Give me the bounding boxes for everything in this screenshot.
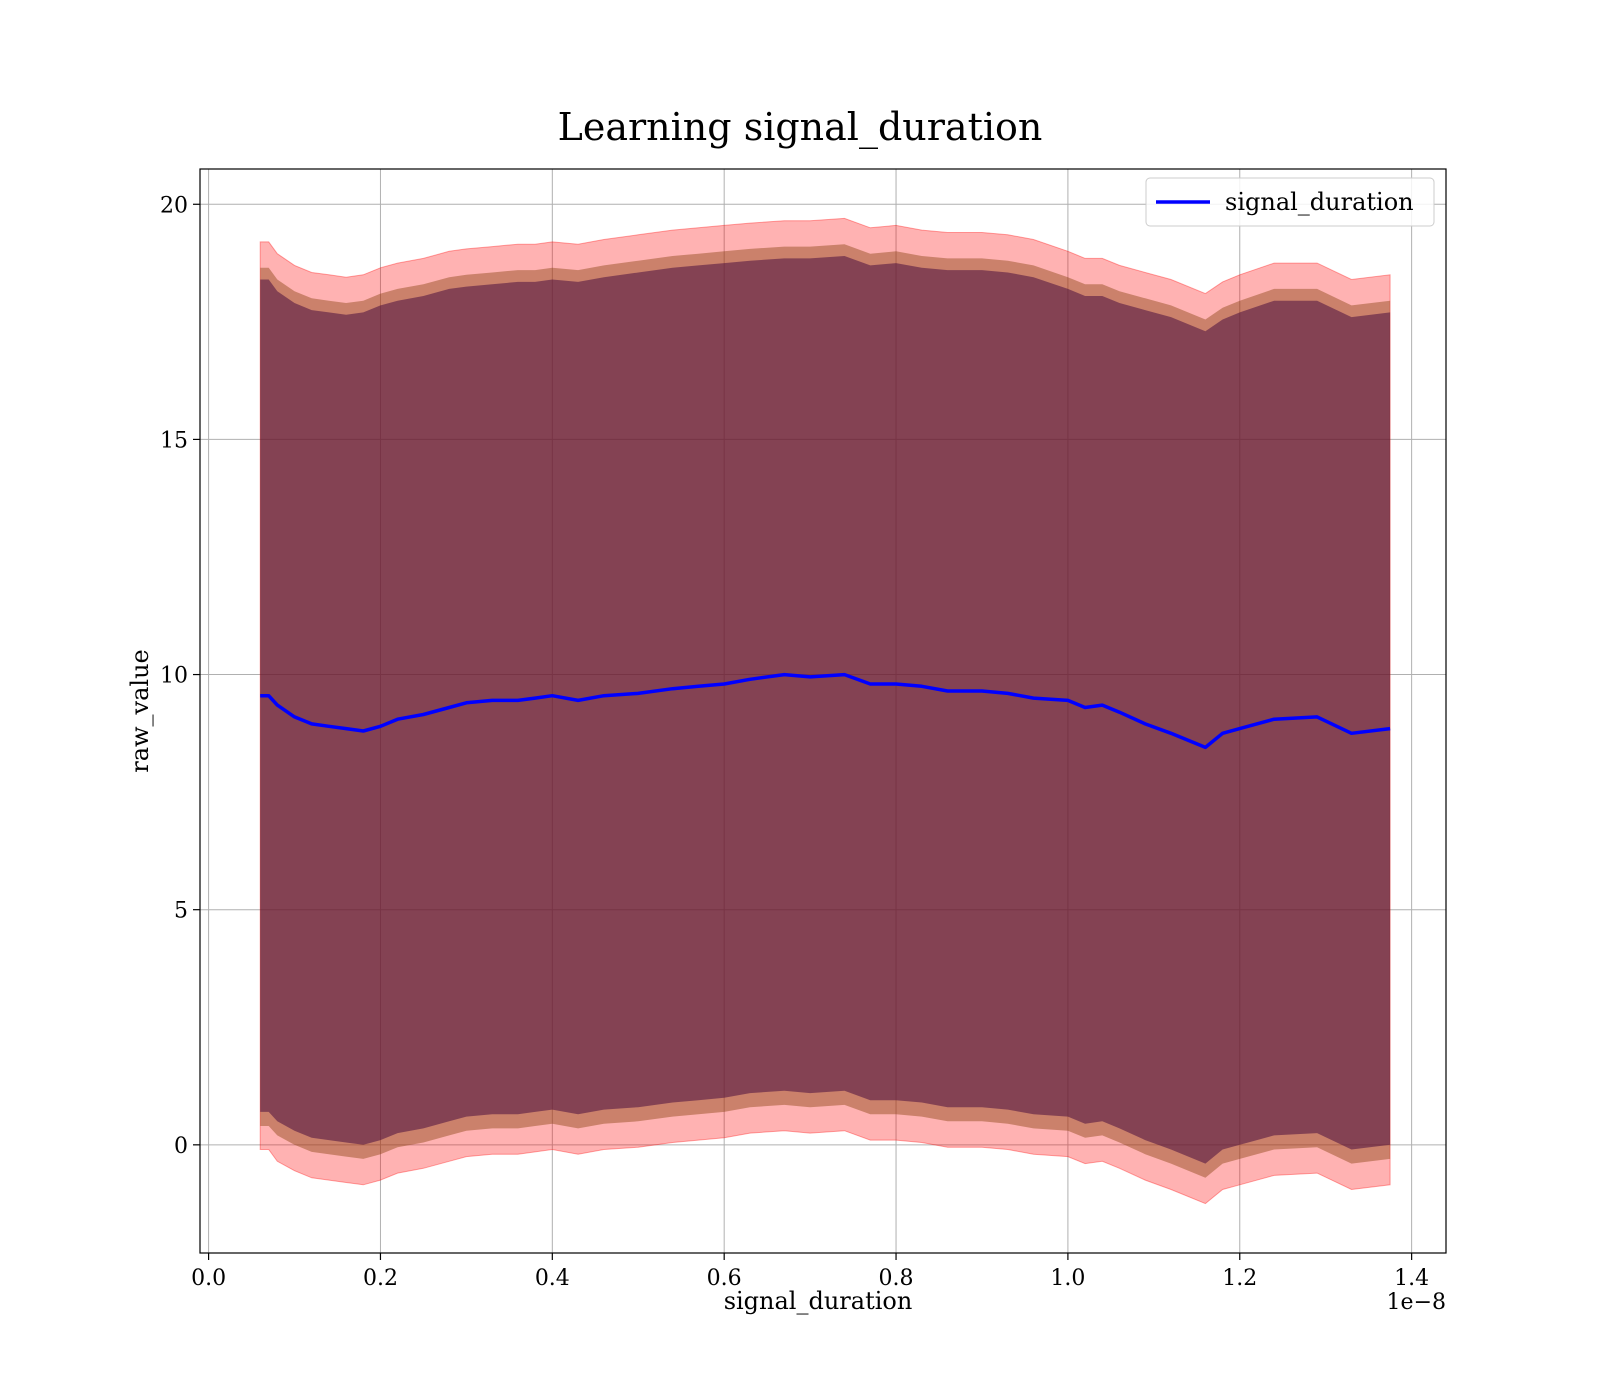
legend-box	[1145, 177, 1435, 227]
x-tick-label: 1.0	[1050, 1266, 1085, 1291]
y-axis-label: raw_value	[126, 649, 154, 773]
series-line-signal-duration	[260, 672, 1391, 750]
y-tick-label: 20	[160, 193, 188, 218]
chart-title: Learning signal_duration	[558, 105, 1043, 150]
x-tick-label: 1.2	[1222, 1266, 1257, 1291]
bands-layer	[259, 217, 1391, 1205]
confidence-band-inner	[260, 256, 1391, 1164]
x-axis-label: signal_duration	[724, 1287, 913, 1315]
x-tick-label: 0.0	[191, 1266, 226, 1291]
y-tick-label: 10	[160, 664, 188, 689]
x-tick-label: 1.4	[1394, 1266, 1429, 1291]
y-tick-label: 15	[160, 428, 188, 453]
x-tick-label: 0.6	[707, 1266, 742, 1291]
y-tick-label: 0	[174, 1134, 188, 1159]
x-tick-label: 0.2	[363, 1266, 398, 1291]
y-tick-label: 5	[174, 899, 188, 924]
x-axis-offset-label: 1e−8	[1387, 1290, 1446, 1315]
x-tick-label: 0.4	[535, 1266, 570, 1291]
x-tick-label: 0.8	[879, 1266, 914, 1291]
legend-label-signal-duration: signal_duration	[1225, 188, 1414, 216]
legend: signal_duration	[1145, 177, 1435, 227]
plot-frame	[199, 168, 1447, 1254]
line-layer	[260, 672, 1391, 750]
ticks-layer: 0.0 0.2 0.4 0.6 0.8 1.0 1.2 1.4 0 5 10 15 20	[160, 193, 1429, 1291]
